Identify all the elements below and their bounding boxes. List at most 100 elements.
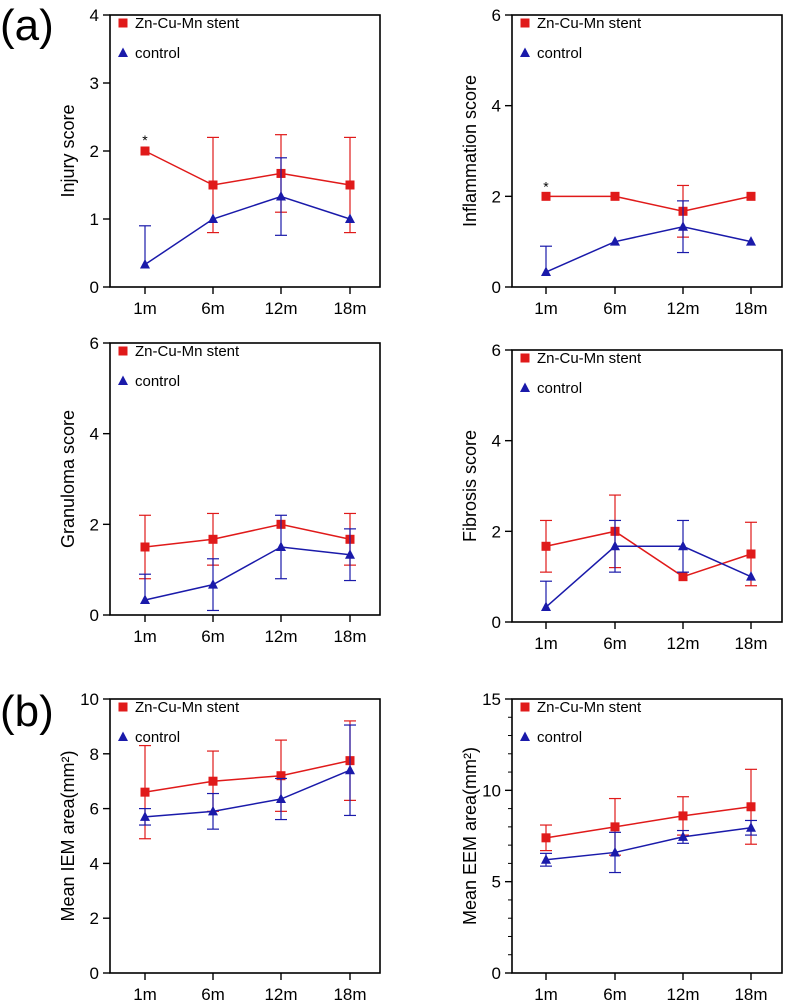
chart2-y-axis-title: Granuloma score bbox=[58, 410, 78, 548]
chart2-y-tick-label: 4 bbox=[90, 425, 99, 444]
inflammation-score-chart: 0 2 4 6 1m 6m 12m 18m Inflammation score Zn-Cu-Mn… bbox=[460, 6, 783, 318]
chart4-legend-control-label: control bbox=[135, 729, 180, 746]
chart2-control-point bbox=[208, 579, 218, 589]
chart5-control-line bbox=[545, 827, 752, 861]
chart2-y-tick-label: 0 bbox=[90, 606, 99, 625]
chart1-control-point bbox=[541, 266, 551, 277]
chart0-y-tick-label: 4 bbox=[90, 6, 99, 25]
chart1-stent-point bbox=[541, 191, 551, 201]
chart0-control-point bbox=[208, 213, 218, 223]
chart4-legend-stent-marker bbox=[118, 702, 128, 712]
chart2-y-tick-label: 6 bbox=[90, 334, 99, 353]
chart5-stent-point bbox=[678, 811, 688, 821]
chart1-stent-line bbox=[546, 195, 752, 213]
chart2-x-tick-label: 1m bbox=[133, 627, 157, 646]
chart2-control-line bbox=[144, 546, 351, 601]
panel-label-a: (a) bbox=[0, 1, 54, 50]
injury-score-chart: 0 1 2 3 4 1m 6m 12m 18m Injury score Zn-Cu-Mn sten… bbox=[58, 6, 381, 318]
chart1-legend-stent-marker bbox=[520, 18, 530, 28]
chart5-y-axis-title: Mean EEM area(mm²) bbox=[460, 747, 480, 925]
chart5-plot-frame bbox=[511, 698, 783, 974]
chart1-stent-point bbox=[746, 191, 756, 201]
chart2-control-point bbox=[345, 549, 355, 559]
chart1-control-point bbox=[678, 221, 688, 231]
chart1-significance-marker: * bbox=[543, 179, 549, 195]
mean-iem-area-chart: 0 2 4 6 8 10 1m 6m 12m 18m Mean IEM area(mm²) Zn-Cu… bbox=[58, 690, 381, 1001]
chart5-legend-stent-marker bbox=[520, 702, 530, 712]
chart3-legend-stent-marker bbox=[520, 353, 530, 363]
chart3-x-tick-label: 1m bbox=[534, 634, 558, 653]
chart1-legend-control-label: control bbox=[537, 45, 582, 62]
chart0-x-tick-label: 1m bbox=[133, 299, 157, 318]
chart4-x-tick-label: 12m bbox=[264, 985, 297, 1001]
chart1-y-tick-label: 4 bbox=[492, 97, 501, 116]
chart2-control-point bbox=[140, 594, 150, 605]
chart0-y-tick-label: 0 bbox=[90, 278, 99, 297]
chart0-legend-control-marker bbox=[118, 47, 128, 57]
chart4-control-line bbox=[144, 769, 351, 818]
chart2-x-tick-label: 18m bbox=[333, 627, 366, 646]
chart0-significance-marker: * bbox=[142, 132, 148, 148]
chart3-y-tick-label: 4 bbox=[492, 432, 501, 451]
chart2-stent-point bbox=[140, 542, 150, 552]
chart2-plot-frame bbox=[109, 342, 381, 616]
chart0-stent-line bbox=[144, 150, 351, 186]
chart0-stent-point bbox=[140, 146, 150, 156]
chart5-y-tick-label: 10 bbox=[482, 781, 501, 800]
chart3-plot-frame bbox=[511, 349, 783, 623]
chart5-x-tick-label: 12m bbox=[666, 985, 699, 1001]
chart1-legend-control-marker bbox=[520, 47, 530, 57]
chart4-control-point bbox=[345, 764, 355, 775]
chart5-y-tick-label: 15 bbox=[482, 690, 501, 709]
chart4-stent-point bbox=[276, 771, 286, 781]
chart0-legend-control-label: control bbox=[135, 45, 180, 62]
chart1-x-tick-label: 1m bbox=[534, 299, 558, 318]
chart4-legend-control-marker bbox=[118, 731, 128, 741]
chart1-y-axis-title: Inflammation score bbox=[460, 75, 480, 227]
chart4-x-tick-label: 1m bbox=[133, 985, 157, 1001]
chart5-x-tick-label: 6m bbox=[603, 985, 627, 1001]
chart5-y-tick-label: 0 bbox=[492, 964, 501, 983]
chart0-stent-point bbox=[345, 180, 355, 190]
chart4-control-point bbox=[208, 805, 218, 816]
chart3-y-tick-label: 6 bbox=[492, 341, 501, 360]
chart2-stent-line bbox=[144, 523, 351, 548]
chart1-control-line bbox=[545, 225, 752, 273]
chart3-y-tick-label: 2 bbox=[492, 522, 501, 541]
chart4-y-axis-title: Mean IEM area(mm²) bbox=[58, 750, 78, 921]
chart0-legend-stent-label: Zn-Cu-Mn stent bbox=[135, 15, 240, 32]
chart5-legend-control-marker bbox=[520, 731, 530, 741]
chart3-legend-control-label: control bbox=[537, 380, 582, 397]
mean-eem-area-chart: 0 5 10 15 1m 6m 12m 18m Mean EEM area(mm²) Zn-Cu-… bbox=[460, 690, 783, 1001]
chart4-stent-line bbox=[144, 759, 351, 793]
chart3-legend-stent-label: Zn-Cu-Mn stent bbox=[537, 350, 642, 367]
chart2-x-tick-label: 12m bbox=[264, 627, 297, 646]
chart2-x-tick-label: 6m bbox=[201, 627, 225, 646]
chart3-control-point bbox=[541, 601, 551, 612]
chart4-y-tick-label: 8 bbox=[90, 745, 99, 764]
chart4-y-tick-label: 10 bbox=[80, 690, 99, 709]
chart4-legend-stent-label: Zn-Cu-Mn stent bbox=[135, 699, 240, 716]
chart3-control-point bbox=[610, 540, 620, 551]
chart3-control-line bbox=[545, 545, 752, 608]
chart1-legend-stent-label: Zn-Cu-Mn stent bbox=[537, 15, 642, 32]
chart0-y-tick-label: 1 bbox=[90, 210, 99, 229]
chart4-x-tick-label: 18m bbox=[333, 985, 366, 1001]
chart1-x-tick-label: 6m bbox=[603, 299, 627, 318]
chart0-control-line bbox=[144, 195, 351, 266]
chart3-stent-point bbox=[541, 541, 551, 551]
chart1-control-point bbox=[610, 236, 620, 246]
chart1-control-point bbox=[746, 236, 756, 246]
chart0-stent-point bbox=[208, 180, 218, 190]
chart3-control-point bbox=[678, 540, 688, 551]
chart0-control-point bbox=[140, 259, 150, 269]
chart4-y-tick-label: 4 bbox=[90, 854, 99, 873]
chart5-control-point bbox=[610, 846, 620, 857]
chart3-x-tick-label: 12m bbox=[666, 634, 699, 653]
chart4-stent-point bbox=[140, 787, 150, 797]
chart1-x-tick-label: 12m bbox=[666, 299, 699, 318]
chart2-y-tick-label: 2 bbox=[90, 515, 99, 534]
chart4-x-tick-label: 6m bbox=[201, 985, 225, 1001]
chart5-stent-point bbox=[746, 802, 756, 812]
chart2-legend-control-label: control bbox=[135, 373, 180, 390]
